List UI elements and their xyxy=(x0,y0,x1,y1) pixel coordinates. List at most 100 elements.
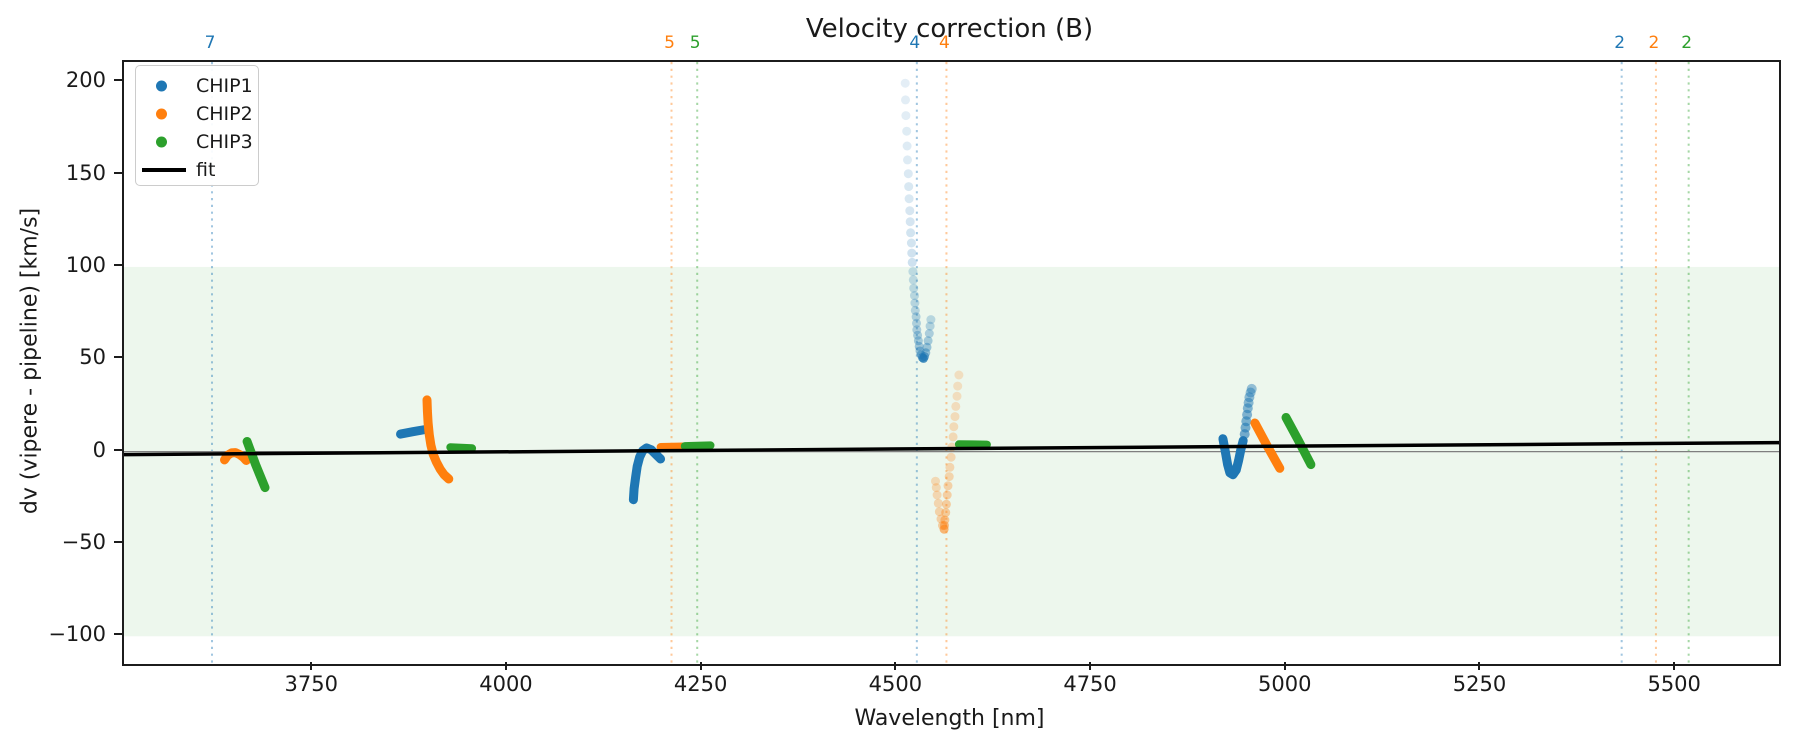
data-point xyxy=(932,490,942,500)
data-point xyxy=(907,257,917,267)
data-point xyxy=(901,95,910,105)
data-point xyxy=(913,330,923,340)
data-point xyxy=(1246,383,1257,394)
data-point xyxy=(943,481,953,491)
data-point xyxy=(934,507,944,517)
plot-canvas xyxy=(124,62,1779,664)
data-point xyxy=(905,217,915,227)
x-tick-label: 5500 xyxy=(1647,672,1701,696)
chart-title: Velocity correction (B) xyxy=(805,14,1094,44)
x-tick-label: 4250 xyxy=(673,672,728,696)
x-tick-label: 5000 xyxy=(1258,672,1312,696)
legend-dot-marker xyxy=(156,108,167,120)
data-point xyxy=(942,490,952,500)
line-count-annotation: 5 xyxy=(664,33,675,53)
x-tick-mark xyxy=(894,662,897,670)
data-point xyxy=(902,126,912,136)
data-point xyxy=(954,370,964,380)
data-point xyxy=(900,78,910,88)
data-point xyxy=(950,412,960,422)
legend-dot-marker xyxy=(156,80,167,92)
data-point xyxy=(904,182,914,192)
data-point xyxy=(908,275,918,285)
y-tick-mark xyxy=(114,79,122,82)
legend-line-marker xyxy=(142,168,186,172)
x-tick-mark xyxy=(1673,662,1676,670)
cluster-stroke xyxy=(680,441,715,451)
data-point xyxy=(902,141,912,151)
data-point xyxy=(925,321,935,331)
data-point xyxy=(903,155,912,165)
y-tick-label: −50 xyxy=(61,529,106,554)
data-point xyxy=(910,305,920,315)
cluster-stroke xyxy=(1218,434,1248,480)
fit-line xyxy=(124,440,1779,457)
data-point xyxy=(939,524,949,534)
series-CHIP1 xyxy=(396,78,1257,505)
data-point xyxy=(1245,387,1256,398)
data-point xyxy=(951,401,961,411)
data-point xyxy=(914,341,924,351)
data-point xyxy=(908,267,918,277)
data-point xyxy=(1244,392,1255,403)
data-point xyxy=(910,291,919,301)
data-point xyxy=(909,283,919,293)
data-point xyxy=(944,472,954,482)
data-point xyxy=(903,169,913,179)
data-point xyxy=(945,462,955,472)
data-point xyxy=(922,342,932,352)
data-point xyxy=(938,521,947,530)
y-tick-label: 100 xyxy=(65,252,106,277)
data-point xyxy=(912,325,922,335)
data-point xyxy=(946,452,956,462)
data-point xyxy=(931,483,941,493)
legend-label: CHIP3 xyxy=(196,131,253,153)
legend-label: CHIP2 xyxy=(196,103,253,125)
y-tick-label: 200 xyxy=(65,68,106,93)
x-tick-label: 3750 xyxy=(284,672,338,696)
x-tick-mark xyxy=(310,662,313,670)
series-CHIP2 xyxy=(220,370,1285,534)
x-tick-label: 4750 xyxy=(1063,672,1117,696)
data-point xyxy=(941,508,951,518)
y-tick-label: 0 xyxy=(92,437,106,462)
legend-item-chip3: CHIP3 xyxy=(136,128,258,156)
plot-area: CHIP1 CHIP2 CHIP3 fit xyxy=(122,60,1781,666)
legend-item-chip2: CHIP2 xyxy=(136,100,258,128)
legend: CHIP1 CHIP2 CHIP3 fit xyxy=(135,65,259,186)
legend-label: fit xyxy=(196,159,216,181)
data-point xyxy=(948,432,958,442)
x-axis-label: Wavelength [nm] xyxy=(854,706,1045,731)
data-point xyxy=(941,499,951,509)
data-point xyxy=(931,476,940,486)
cluster-stroke xyxy=(1281,413,1316,470)
line-count-annotation: 4 xyxy=(939,33,950,53)
data-point xyxy=(953,381,963,391)
x-tick-label: 4000 xyxy=(479,672,533,696)
line-count-annotation: 2 xyxy=(1614,33,1626,53)
legend-item-chip1: CHIP1 xyxy=(136,72,258,100)
y-tick-label: 150 xyxy=(65,160,106,185)
data-point xyxy=(926,315,936,325)
data-point xyxy=(940,515,950,525)
cluster-stroke xyxy=(396,425,430,439)
data-point xyxy=(911,312,921,322)
data-point xyxy=(906,228,916,238)
data-point xyxy=(904,194,914,204)
x-tick-mark xyxy=(1478,662,1481,670)
x-tick-mark xyxy=(504,662,507,670)
data-point xyxy=(933,498,943,508)
line-count-annotation: 7 xyxy=(204,33,216,53)
cluster-stroke xyxy=(656,442,688,451)
data-point xyxy=(936,514,946,524)
y-tick-mark xyxy=(114,171,122,174)
cluster-stroke xyxy=(422,395,454,484)
x-tick-label: 5250 xyxy=(1452,672,1507,696)
line-count-annotation: 4 xyxy=(909,33,921,53)
data-point xyxy=(901,111,911,121)
y-tick-label: 50 xyxy=(79,345,106,370)
legend-item-fit: fit xyxy=(136,156,258,184)
series-CHIP3 xyxy=(242,413,1316,493)
line-count-annotation: 2 xyxy=(1681,33,1693,53)
data-point xyxy=(906,238,916,248)
